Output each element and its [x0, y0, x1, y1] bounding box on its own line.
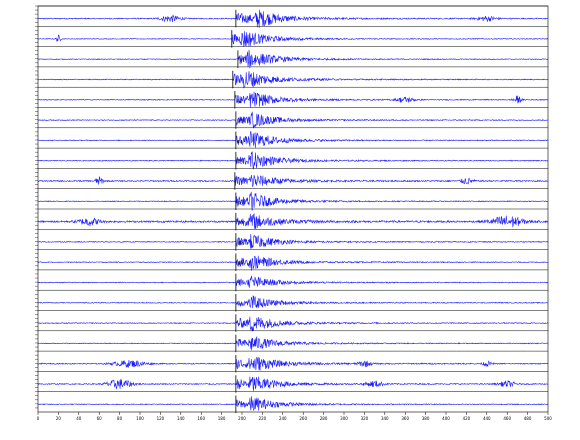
- x-tick-label: 340: [381, 416, 389, 421]
- x-tick-label: 60: [97, 416, 103, 421]
- x-tick-label: 320: [361, 416, 369, 421]
- axes-group: 0 20 40 60 80 100 120 140 160 180 200 220 240 260 280 3…: [35, 5, 552, 421]
- x-tick-label: 280: [320, 416, 328, 421]
- seismic-trace: [37, 111, 549, 129]
- seismic-trace: [37, 131, 549, 148]
- seismic-trace: [37, 31, 549, 47]
- seismic-trace: [37, 336, 549, 351]
- seismic-trace: [37, 396, 549, 411]
- x-tick-label: 200: [238, 416, 246, 421]
- seismic-trace: [37, 255, 549, 271]
- seismic-trace: [37, 275, 549, 289]
- x-tick-label: 140: [177, 416, 185, 421]
- pick-label: P3: [238, 119, 243, 124]
- x-tick-label: 20: [56, 416, 62, 421]
- x-tick-label: 480: [524, 416, 532, 421]
- x-tick-label: 260: [299, 416, 307, 421]
- seismic-trace: [37, 356, 549, 371]
- x-tick-label: 240: [279, 416, 287, 421]
- seismic-trace: [37, 151, 548, 170]
- pick-label: P9: [238, 261, 243, 266]
- x-tick-label: 360: [401, 416, 409, 421]
- x-tick-label: 120: [157, 416, 165, 421]
- x-tick-label: 100: [136, 416, 144, 421]
- seismic-trace: [37, 212, 549, 229]
- x-tick-label: 160: [197, 416, 205, 421]
- seismic-trace: [37, 376, 549, 391]
- seismic-trace: [37, 49, 548, 69]
- x-tick-label: 460: [503, 416, 511, 421]
- x-tick-label: 420: [463, 416, 471, 421]
- pick-label: P1: [240, 58, 245, 63]
- seismic-trace: [37, 295, 549, 309]
- pick-label: P5: [238, 160, 243, 165]
- seismic-trace: [37, 71, 549, 89]
- seismic-trace: [37, 316, 549, 332]
- x-tick-label: 80: [117, 416, 123, 421]
- pick-label: P6: [238, 200, 243, 205]
- seismic-trace: [37, 174, 549, 188]
- pick-label: P4: [238, 139, 243, 144]
- x-tick-label: 180: [218, 416, 226, 421]
- seismic-trace: [37, 9, 549, 28]
- pick-label: P8: [238, 241, 243, 246]
- trace-group: P1 P2 P3 P4 P5 P6 P7 P8 P9: [37, 9, 549, 414]
- x-tick-label: 400: [442, 416, 450, 421]
- x-tick-label: 500: [544, 416, 552, 421]
- x-tick-label: 220: [259, 416, 267, 421]
- x-tick-label: 380: [422, 416, 430, 421]
- pick-label: P2: [237, 99, 242, 104]
- seismic-trace: [37, 91, 548, 108]
- x-tick-label: 40: [76, 416, 82, 421]
- seismic-trace: [37, 191, 549, 211]
- x-tick-label: 0: [37, 416, 40, 421]
- x-tick-label: 440: [483, 416, 491, 421]
- plot-frame: [37, 5, 549, 413]
- x-tick-label: 300: [340, 416, 348, 421]
- seismic-trace: [37, 233, 549, 249]
- pick-label: P7: [238, 221, 243, 226]
